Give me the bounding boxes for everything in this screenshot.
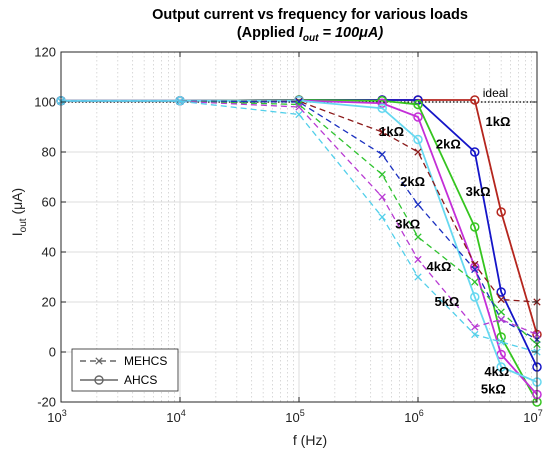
x-tick-label: 104 bbox=[166, 408, 185, 425]
y-tick-label: 60 bbox=[42, 195, 56, 210]
legend-marker bbox=[94, 375, 104, 385]
data-point bbox=[377, 98, 387, 108]
data-point bbox=[378, 213, 386, 221]
annotation-label: 2kΩ bbox=[436, 137, 461, 152]
data-point bbox=[496, 287, 506, 297]
y-tick-label: 20 bbox=[42, 295, 56, 310]
y-tick-label: 80 bbox=[42, 145, 56, 160]
data-point bbox=[496, 362, 506, 372]
x-tick-label: 106 bbox=[404, 408, 423, 425]
chart-title-var: I bbox=[299, 25, 304, 41]
data-point bbox=[496, 207, 506, 217]
data-point bbox=[413, 112, 423, 122]
data-point bbox=[414, 273, 422, 281]
data-point bbox=[414, 200, 422, 209]
annotation-label: 2kΩ bbox=[400, 174, 425, 189]
y-tick-label: 120 bbox=[34, 45, 56, 60]
x-tick-exponent: 3 bbox=[62, 408, 67, 418]
data-point bbox=[470, 222, 480, 232]
y-tick-label: 40 bbox=[42, 245, 56, 260]
data-point bbox=[471, 323, 479, 331]
chart-title-line2: (Applied Iout = 100μA) bbox=[237, 25, 384, 44]
data-point bbox=[377, 103, 387, 113]
x-tick-base: 10 bbox=[404, 410, 418, 425]
y-tick-label: 0 bbox=[49, 345, 56, 360]
data-point bbox=[496, 332, 506, 342]
y-axis-label-main: I bbox=[9, 232, 25, 236]
data-point bbox=[470, 262, 480, 272]
annotation-label: 5kΩ bbox=[481, 382, 506, 397]
data-point bbox=[471, 265, 479, 274]
y-axis-label: Iout (μA) bbox=[9, 188, 29, 236]
data-point bbox=[470, 147, 480, 157]
data-point bbox=[470, 95, 480, 105]
annotation-label: 5kΩ bbox=[434, 294, 459, 309]
data-point bbox=[413, 134, 423, 145]
legend-label: MEHCS bbox=[124, 354, 167, 368]
annotation-label: 4kΩ bbox=[484, 364, 509, 379]
x-tick-label: 103 bbox=[47, 408, 66, 425]
y-axis-label-sub: out bbox=[18, 218, 29, 232]
chart-title-sub: out bbox=[303, 33, 319, 44]
data-point bbox=[471, 278, 479, 286]
x-tick-label: 107 bbox=[523, 408, 542, 425]
data-point bbox=[413, 99, 423, 110]
ideal-label: ideal bbox=[483, 86, 508, 100]
data-point bbox=[295, 110, 303, 119]
annotation-label: 4kΩ bbox=[427, 259, 452, 274]
annotation-label: 1kΩ bbox=[379, 124, 404, 139]
y-axis-label-unit: (μA) bbox=[9, 188, 25, 219]
x-tick-exponent: 6 bbox=[419, 408, 424, 418]
legend-marker bbox=[95, 357, 103, 365]
annotation-group: 1kΩ 2kΩ 1kΩ 2kΩ 3kΩ 3kΩ 4kΩ 5kΩ 4kΩ 5kΩ bbox=[379, 114, 510, 397]
y-tick-label: -20 bbox=[37, 395, 56, 410]
data-point bbox=[378, 170, 386, 179]
x-tick-base: 10 bbox=[523, 410, 537, 425]
data-point bbox=[414, 233, 422, 241]
series-line bbox=[61, 100, 538, 353]
legend-box bbox=[71, 348, 179, 392]
x-axis-label: f (Hz) bbox=[293, 432, 327, 448]
series-line bbox=[61, 100, 538, 341]
legend: MEHCS AHCS bbox=[71, 348, 179, 392]
y-tick-label: 100 bbox=[34, 95, 56, 110]
series-line bbox=[61, 100, 538, 336]
series-line bbox=[61, 100, 538, 303]
chart-title-prefix: (Applied bbox=[237, 25, 299, 41]
x-tick-base: 10 bbox=[47, 410, 61, 425]
x-tick-exponent: 7 bbox=[538, 408, 543, 418]
series-line bbox=[61, 99, 538, 383]
data-point bbox=[414, 148, 422, 156]
chart-title-suffix: = 100μA) bbox=[318, 25, 383, 41]
data-point bbox=[176, 97, 184, 105]
x-tick-base: 10 bbox=[285, 410, 299, 425]
x-tick-exponent: 5 bbox=[300, 408, 305, 418]
data-point bbox=[497, 315, 505, 324]
x-tick-base: 10 bbox=[166, 410, 180, 425]
data-point bbox=[497, 338, 505, 346]
x-tick-label: 105 bbox=[285, 408, 304, 425]
data-point bbox=[497, 308, 505, 316]
legend-label: AHCS bbox=[124, 373, 157, 387]
data-point bbox=[378, 150, 386, 159]
data-point bbox=[378, 128, 386, 136]
annotation-label: 3kΩ bbox=[395, 217, 420, 232]
data-point bbox=[295, 103, 303, 111]
x-tick-exponent: 4 bbox=[181, 408, 186, 418]
data-point bbox=[497, 295, 505, 304]
data-point bbox=[378, 193, 386, 201]
chart-title-line1: Output current vs frequency for various … bbox=[152, 7, 468, 23]
series-line bbox=[61, 100, 538, 345]
data-point bbox=[470, 292, 480, 302]
data-point bbox=[414, 255, 422, 264]
annotation-label: 3kΩ bbox=[466, 184, 491, 199]
annotation-label: 1kΩ bbox=[486, 114, 511, 129]
data-point bbox=[471, 330, 479, 339]
series-group bbox=[56, 95, 542, 407]
